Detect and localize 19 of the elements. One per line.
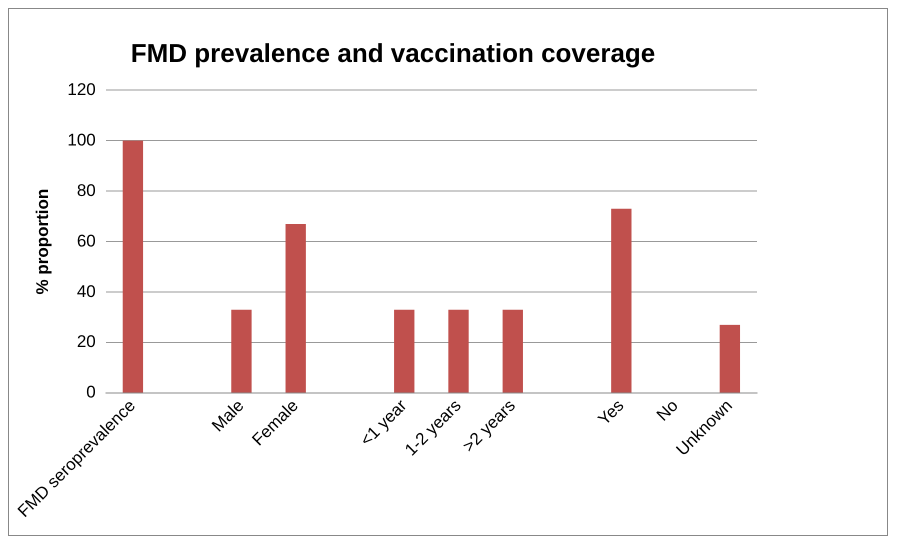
x-tick-label: Yes [594,396,628,429]
y-tick-label: 100 [67,130,96,150]
y-tick-label: 80 [76,180,96,200]
bar [286,224,306,393]
bar [231,310,252,393]
bar [502,310,523,393]
y-tick-label: 120 [67,80,96,99]
bar [448,310,469,393]
bar [394,310,414,393]
y-tick-label: 40 [76,282,96,301]
y-tick-label: 20 [76,332,96,352]
chart-title: FMD prevalence and vaccination coverage [130,38,656,68]
bar [122,140,144,393]
y-axis-title: % proportion [32,188,52,294]
bar [611,208,632,393]
x-tick-label: No [652,396,682,425]
bar [720,324,740,393]
y-tick-label: 0 [86,382,96,402]
y-tick-label: 60 [76,231,96,250]
